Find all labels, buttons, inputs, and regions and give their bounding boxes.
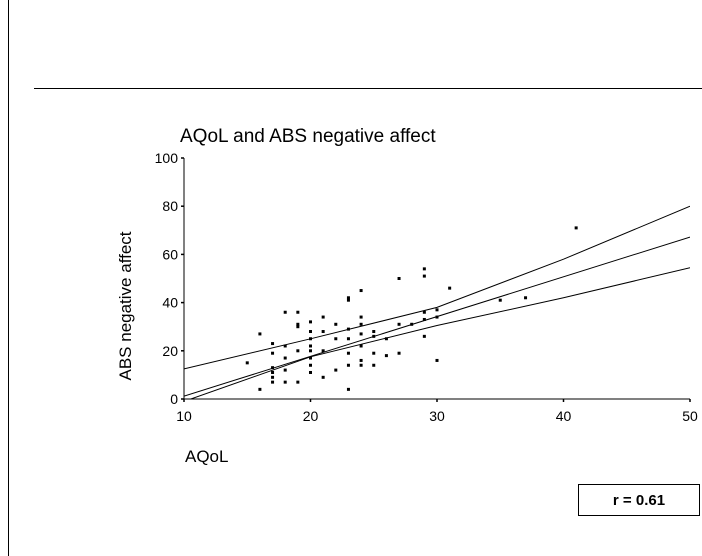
data-point (422, 317, 426, 321)
data-point (372, 330, 376, 334)
data-point (359, 332, 363, 336)
correlation-label: r = 0.61 (612, 491, 666, 509)
data-point (296, 310, 300, 314)
y-tick-label: 80 (162, 198, 178, 214)
data-point (321, 330, 325, 334)
data-point (422, 274, 426, 278)
data-point (309, 349, 312, 353)
data-point (258, 332, 262, 336)
data-point (346, 327, 350, 331)
data-point (346, 387, 350, 391)
x-tick-label: 10 (176, 408, 192, 424)
x-axis-label: AQoL (185, 447, 228, 466)
data-point (422, 267, 426, 271)
data-point (309, 330, 312, 334)
data-point (296, 349, 300, 353)
data-point (309, 356, 312, 360)
correlation-box: r = 0.61 (578, 484, 700, 516)
data-point (321, 349, 325, 353)
data-point (334, 337, 338, 341)
data-point (296, 322, 300, 326)
y-tick-label: 100 (155, 150, 179, 166)
left-border-line (8, 0, 9, 556)
y-tick-label: 0 (170, 391, 178, 407)
data-point (346, 298, 350, 302)
data-point (271, 370, 275, 374)
data-point (283, 380, 287, 384)
data-point (410, 322, 414, 326)
data-point (422, 310, 426, 314)
data-point (283, 310, 287, 314)
data-point (258, 387, 262, 391)
header-divider-line (34, 88, 702, 89)
data-point (384, 337, 388, 341)
data-point (524, 296, 528, 300)
data-point (346, 337, 350, 341)
y-tick-label: 40 (162, 295, 178, 311)
data-point (346, 351, 350, 355)
data-point (372, 334, 376, 338)
data-point (309, 363, 312, 367)
data-point (271, 351, 275, 355)
data-point (283, 344, 287, 348)
data-point (309, 344, 312, 348)
data-point (359, 322, 363, 326)
data-point (309, 320, 312, 324)
data-point (321, 375, 325, 379)
y-axis-label: ABS negative affect (116, 231, 135, 380)
data-point (346, 296, 350, 300)
x-tick-label: 30 (429, 408, 445, 424)
data-point (384, 354, 388, 358)
data-point (359, 358, 363, 362)
confidence-band-lower (189, 267, 690, 399)
data-point (271, 366, 275, 370)
data-point (448, 286, 452, 290)
data-point (271, 375, 275, 379)
y-tick-label: 20 (162, 343, 178, 359)
data-point (435, 315, 439, 319)
data-point (435, 308, 439, 312)
data-point (372, 363, 376, 367)
data-point (334, 322, 338, 326)
data-point (346, 363, 350, 367)
plot-area: 0 20 40 60 80 100 10 20 30 40 50 (155, 150, 698, 424)
data-point (309, 370, 312, 374)
data-point (296, 325, 300, 329)
data-point (296, 380, 300, 384)
data-point (283, 368, 287, 372)
data-point (574, 226, 578, 230)
x-tick-label: 50 (682, 408, 698, 424)
data-point (397, 277, 401, 280)
data-point (321, 315, 325, 319)
data-point (422, 334, 426, 338)
data-point (334, 368, 338, 372)
data-point (397, 322, 401, 326)
data-point (359, 289, 363, 293)
data-point (359, 344, 363, 348)
data-point (309, 337, 312, 341)
chart-title: AQoL and ABS negative affect (180, 126, 436, 147)
data-point (435, 358, 439, 362)
data-point (271, 380, 275, 384)
data-point (245, 361, 249, 365)
x-tick-label: 20 (303, 408, 319, 424)
data-point (498, 298, 502, 302)
y-tick-label: 60 (162, 246, 178, 262)
data-point (359, 363, 363, 367)
confidence-band-upper (184, 205, 690, 370)
data-point (283, 356, 287, 360)
data-point (359, 315, 363, 319)
data-point (397, 351, 401, 355)
data-point (271, 342, 275, 346)
x-tick-label: 40 (556, 408, 572, 424)
data-point (372, 351, 376, 355)
